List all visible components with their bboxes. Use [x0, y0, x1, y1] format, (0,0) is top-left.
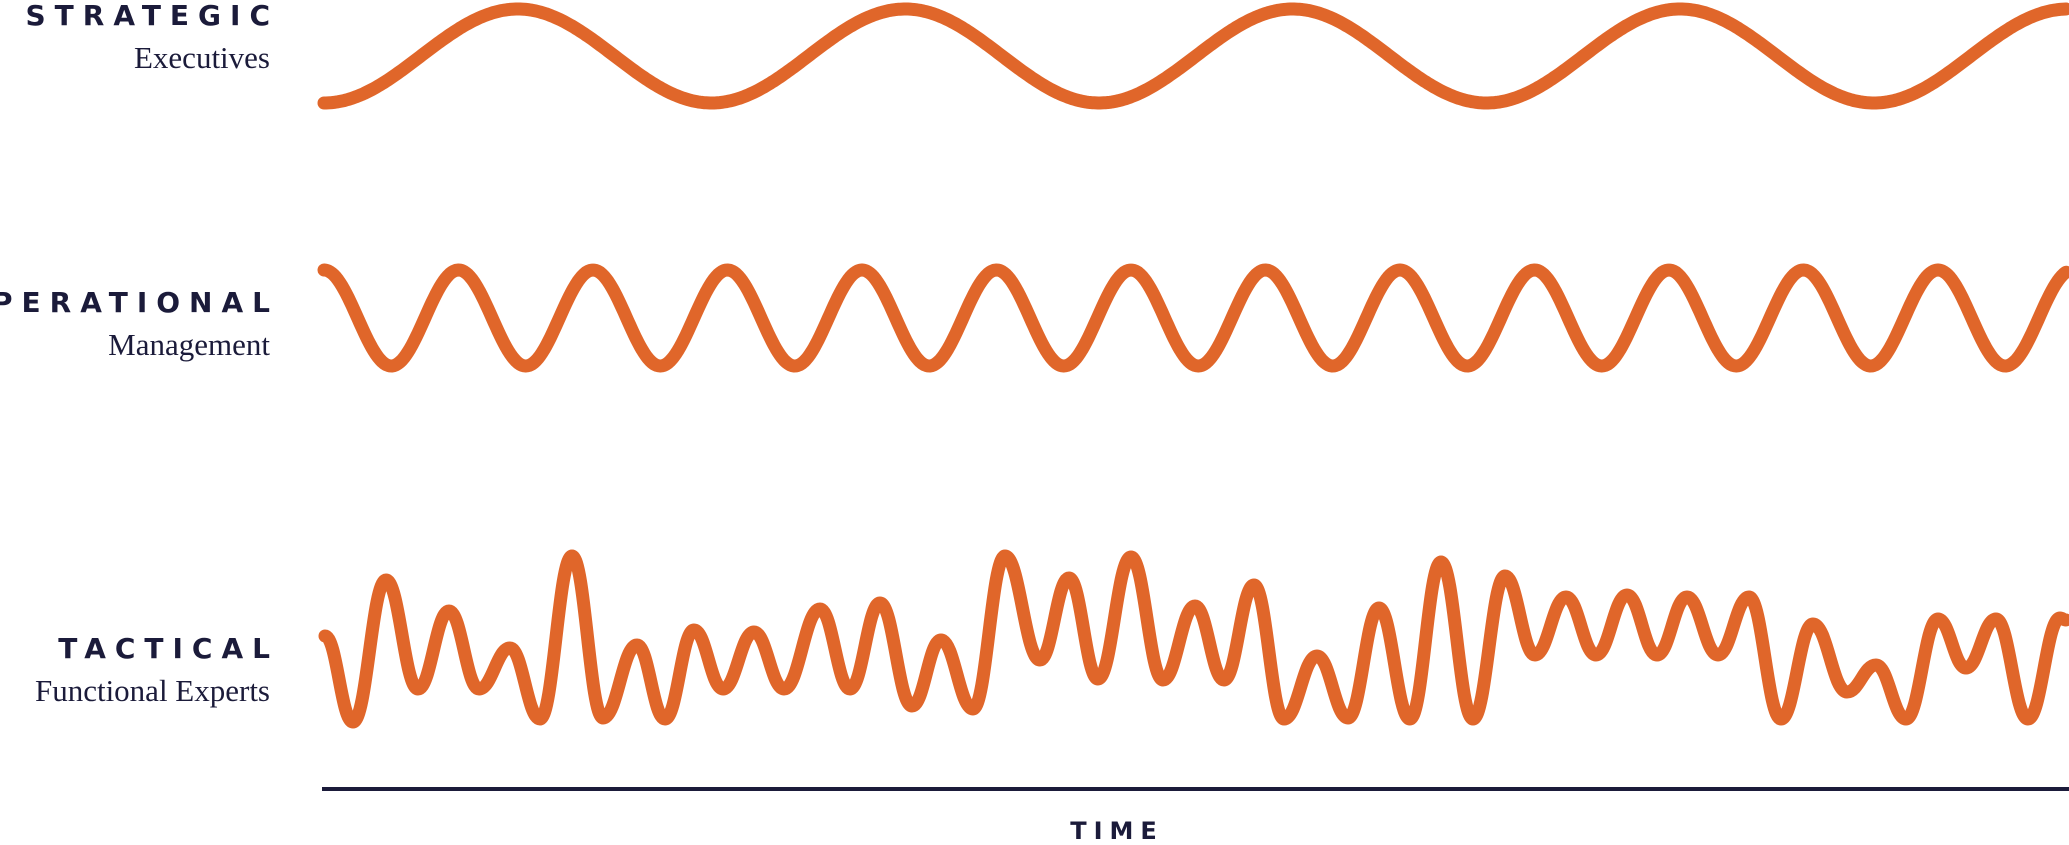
time-axis-label: TIME — [1070, 817, 1164, 845]
tactical-subtitle: Functional Experts — [34, 673, 270, 708]
strategic-wave — [317, 2, 2069, 110]
operational-label-group: OPERATIONAL Management — [0, 289, 270, 362]
tactical-wave — [318, 549, 2069, 729]
tactical-label-group: TACTICAL Functional Experts — [34, 635, 270, 708]
strategic-title: STRATEGIC — [25, 0, 279, 32]
operational-wave — [317, 263, 2069, 373]
strategic-subtitle: Executives — [133, 40, 270, 75]
tactical-title: TACTICAL — [58, 632, 279, 665]
operational-subtitle: Management — [108, 327, 270, 362]
operational-title: OPERATIONAL — [0, 286, 279, 319]
strategic-label-group: STRATEGIC Executives — [26, 2, 271, 75]
